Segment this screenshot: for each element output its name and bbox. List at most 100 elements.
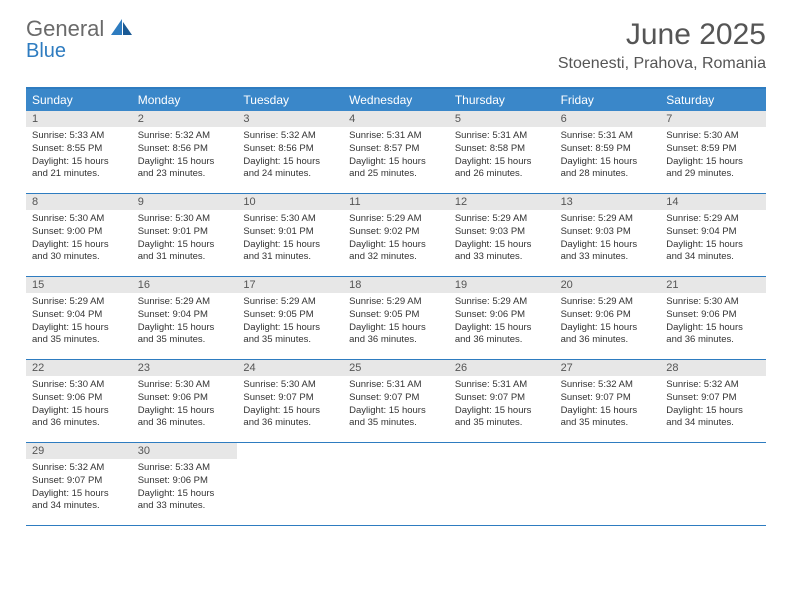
month-title: June 2025 — [558, 18, 766, 51]
daylight-line: Daylight: 15 hours and 21 minutes. — [32, 156, 126, 182]
week-row: 22Sunrise: 5:30 AMSunset: 9:06 PMDayligh… — [26, 360, 766, 443]
day-number: 8 — [26, 194, 132, 210]
sunset-line: Sunset: 9:07 PM — [349, 392, 443, 405]
day-number: 18 — [343, 277, 449, 293]
sunset-line: Sunset: 9:06 PM — [666, 309, 760, 322]
day-number: 20 — [555, 277, 661, 293]
week-row: 29Sunrise: 5:32 AMSunset: 9:07 PMDayligh… — [26, 443, 766, 526]
day-number: 19 — [449, 277, 555, 293]
day-details: Sunrise: 5:29 AMSunset: 9:04 PMDaylight:… — [132, 293, 238, 351]
day-details: Sunrise: 5:30 AMSunset: 9:01 PMDaylight:… — [237, 210, 343, 268]
sunset-line: Sunset: 9:07 PM — [455, 392, 549, 405]
day-cell — [237, 443, 343, 525]
day-cell: 5Sunrise: 5:31 AMSunset: 8:58 PMDaylight… — [449, 111, 555, 193]
weekday-header: Thursday — [449, 89, 555, 111]
day-details: Sunrise: 5:31 AMSunset: 8:59 PMDaylight:… — [555, 127, 661, 185]
sunset-line: Sunset: 9:02 PM — [349, 226, 443, 239]
sunrise-line: Sunrise: 5:30 AM — [243, 379, 337, 392]
sunrise-line: Sunrise: 5:31 AM — [455, 130, 549, 143]
day-details: Sunrise: 5:29 AMSunset: 9:04 PMDaylight:… — [26, 293, 132, 351]
sunset-line: Sunset: 9:06 PM — [455, 309, 549, 322]
sunrise-line: Sunrise: 5:29 AM — [561, 213, 655, 226]
daylight-line: Daylight: 15 hours and 32 minutes. — [349, 239, 443, 265]
week-row: 8Sunrise: 5:30 AMSunset: 9:00 PMDaylight… — [26, 194, 766, 277]
calendar: Sunday Monday Tuesday Wednesday Thursday… — [26, 87, 766, 526]
day-number: 27 — [555, 360, 661, 376]
day-cell: 6Sunrise: 5:31 AMSunset: 8:59 PMDaylight… — [555, 111, 661, 193]
day-details: Sunrise: 5:32 AMSunset: 9:07 PMDaylight:… — [660, 376, 766, 434]
sunrise-line: Sunrise: 5:30 AM — [32, 379, 126, 392]
day-details: Sunrise: 5:33 AMSunset: 9:06 PMDaylight:… — [132, 459, 238, 517]
day-cell: 27Sunrise: 5:32 AMSunset: 9:07 PMDayligh… — [555, 360, 661, 442]
weekday-header-row: Sunday Monday Tuesday Wednesday Thursday… — [26, 89, 766, 111]
daylight-line: Daylight: 15 hours and 28 minutes. — [561, 156, 655, 182]
daylight-line: Daylight: 15 hours and 36 minutes. — [349, 322, 443, 348]
sunset-line: Sunset: 9:07 PM — [666, 392, 760, 405]
daylight-line: Daylight: 15 hours and 31 minutes. — [138, 239, 232, 265]
daylight-line: Daylight: 15 hours and 31 minutes. — [243, 239, 337, 265]
day-number: 4 — [343, 111, 449, 127]
day-cell: 4Sunrise: 5:31 AMSunset: 8:57 PMDaylight… — [343, 111, 449, 193]
day-number: 14 — [660, 194, 766, 210]
day-details: Sunrise: 5:29 AMSunset: 9:05 PMDaylight:… — [237, 293, 343, 351]
sunset-line: Sunset: 9:07 PM — [243, 392, 337, 405]
day-number: 29 — [26, 443, 132, 459]
sunset-line: Sunset: 9:06 PM — [138, 475, 232, 488]
weekday-header: Saturday — [660, 89, 766, 111]
day-cell: 25Sunrise: 5:31 AMSunset: 9:07 PMDayligh… — [343, 360, 449, 442]
day-details: Sunrise: 5:29 AMSunset: 9:03 PMDaylight:… — [449, 210, 555, 268]
day-number: 16 — [132, 277, 238, 293]
day-cell: 9Sunrise: 5:30 AMSunset: 9:01 PMDaylight… — [132, 194, 238, 276]
sunrise-line: Sunrise: 5:29 AM — [138, 296, 232, 309]
day-number: 28 — [660, 360, 766, 376]
daylight-line: Daylight: 15 hours and 36 minutes. — [666, 322, 760, 348]
sunrise-line: Sunrise: 5:30 AM — [666, 130, 760, 143]
sunset-line: Sunset: 9:04 PM — [32, 309, 126, 322]
title-block: June 2025 Stoenesti, Prahova, Romania — [558, 18, 766, 73]
sunrise-line: Sunrise: 5:29 AM — [455, 296, 549, 309]
day-cell: 26Sunrise: 5:31 AMSunset: 9:07 PMDayligh… — [449, 360, 555, 442]
day-details: Sunrise: 5:30 AMSunset: 9:06 PMDaylight:… — [26, 376, 132, 434]
day-number: 1 — [26, 111, 132, 127]
day-details: Sunrise: 5:29 AMSunset: 9:05 PMDaylight:… — [343, 293, 449, 351]
daylight-line: Daylight: 15 hours and 35 minutes. — [243, 322, 337, 348]
day-cell: 8Sunrise: 5:30 AMSunset: 9:00 PMDaylight… — [26, 194, 132, 276]
daylight-line: Daylight: 15 hours and 34 minutes. — [666, 239, 760, 265]
sunset-line: Sunset: 8:56 PM — [138, 143, 232, 156]
day-cell: 12Sunrise: 5:29 AMSunset: 9:03 PMDayligh… — [449, 194, 555, 276]
day-details: Sunrise: 5:33 AMSunset: 8:55 PMDaylight:… — [26, 127, 132, 185]
sunset-line: Sunset: 8:55 PM — [32, 143, 126, 156]
daylight-line: Daylight: 15 hours and 35 minutes. — [455, 405, 549, 431]
sunset-line: Sunset: 8:59 PM — [561, 143, 655, 156]
brand-text: General Blue — [26, 18, 133, 62]
sunset-line: Sunset: 9:01 PM — [138, 226, 232, 239]
header: General Blue June 2025 Stoenesti, Prahov… — [0, 0, 792, 79]
daylight-line: Daylight: 15 hours and 30 minutes. — [32, 239, 126, 265]
sunset-line: Sunset: 9:06 PM — [138, 392, 232, 405]
weekday-header: Sunday — [26, 89, 132, 111]
sunrise-line: Sunrise: 5:29 AM — [455, 213, 549, 226]
sunrise-line: Sunrise: 5:29 AM — [32, 296, 126, 309]
day-details: Sunrise: 5:32 AMSunset: 8:56 PMDaylight:… — [132, 127, 238, 185]
sunset-line: Sunset: 9:04 PM — [666, 226, 760, 239]
sunset-line: Sunset: 9:03 PM — [455, 226, 549, 239]
sunset-line: Sunset: 9:05 PM — [243, 309, 337, 322]
sunset-line: Sunset: 9:07 PM — [561, 392, 655, 405]
day-number: 9 — [132, 194, 238, 210]
sunset-line: Sunset: 9:00 PM — [32, 226, 126, 239]
sunset-line: Sunset: 9:03 PM — [561, 226, 655, 239]
week-row: 1Sunrise: 5:33 AMSunset: 8:55 PMDaylight… — [26, 111, 766, 194]
daylight-line: Daylight: 15 hours and 36 minutes. — [455, 322, 549, 348]
sunrise-line: Sunrise: 5:32 AM — [561, 379, 655, 392]
daylight-line: Daylight: 15 hours and 36 minutes. — [138, 405, 232, 431]
day-number: 23 — [132, 360, 238, 376]
sunset-line: Sunset: 8:56 PM — [243, 143, 337, 156]
daylight-line: Daylight: 15 hours and 23 minutes. — [138, 156, 232, 182]
day-details: Sunrise: 5:29 AMSunset: 9:06 PMDaylight:… — [449, 293, 555, 351]
sunset-line: Sunset: 9:07 PM — [32, 475, 126, 488]
daylight-line: Daylight: 15 hours and 34 minutes. — [666, 405, 760, 431]
day-number: 22 — [26, 360, 132, 376]
sunrise-line: Sunrise: 5:32 AM — [666, 379, 760, 392]
daylight-line: Daylight: 15 hours and 33 minutes. — [138, 488, 232, 514]
day-number: 25 — [343, 360, 449, 376]
